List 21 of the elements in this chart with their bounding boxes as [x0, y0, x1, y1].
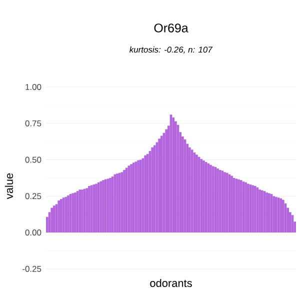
bar [282, 200, 284, 233]
y-tick-label: 0.25 [25, 193, 42, 200]
y-axis-title: value [4, 173, 14, 200]
y-tick-label: 0.50 [25, 156, 42, 163]
bar [165, 129, 168, 233]
bar [280, 198, 282, 233]
bar [53, 206, 56, 233]
chart-title: Or69a [154, 24, 188, 32]
y-tick-label: 1.00 [26, 84, 42, 90]
y-tick-label: 0.75 [25, 120, 42, 126]
bar [172, 118, 175, 233]
bar [286, 208, 289, 233]
bar [174, 121, 177, 233]
y-tick-label: 0.00 [25, 230, 42, 236]
bar [50, 208, 54, 233]
y-tick-label: -0.25 [22, 266, 42, 272]
x-axis-title: odorants [150, 278, 192, 288]
bar [160, 136, 163, 233]
chart-subtitle: kurtosis: -0.26, n: 107 [130, 46, 213, 54]
bar [288, 212, 292, 233]
bar [158, 138, 160, 233]
